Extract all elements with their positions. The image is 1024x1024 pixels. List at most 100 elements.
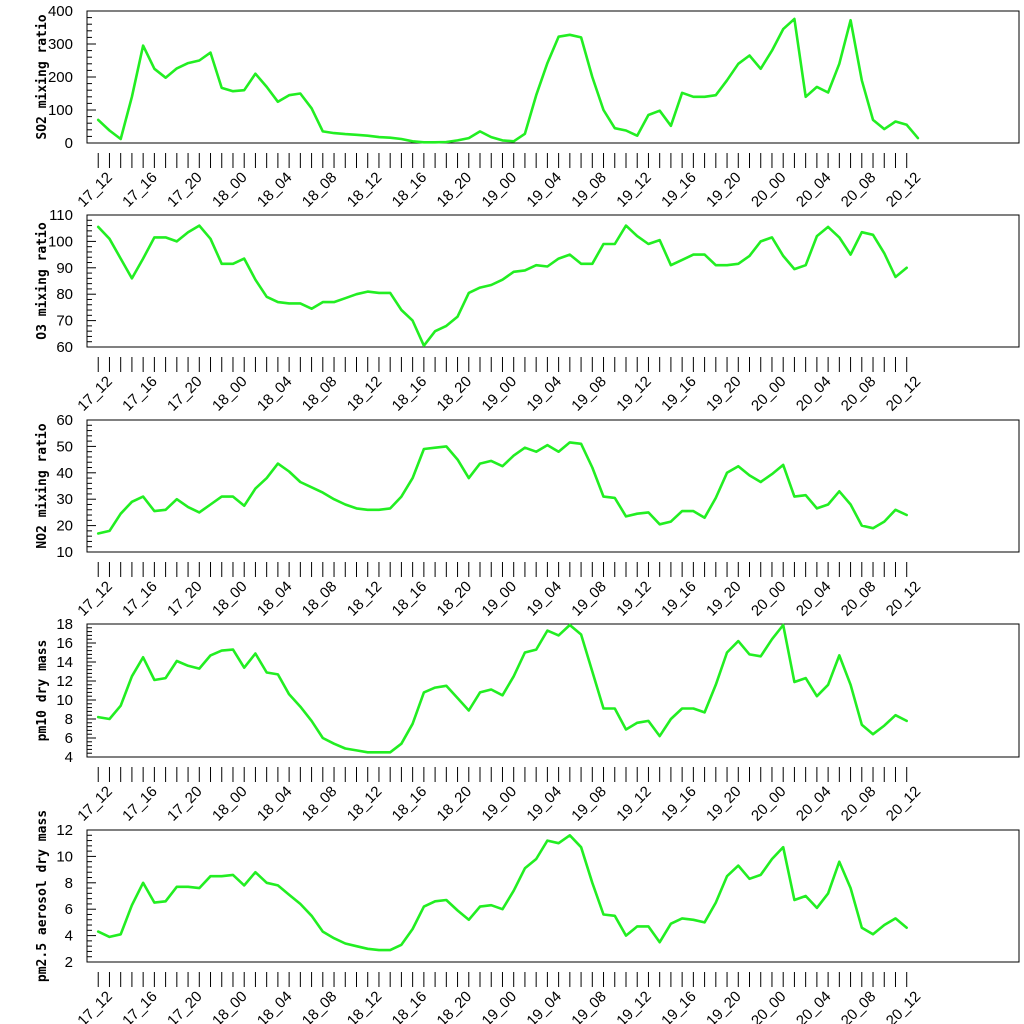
x-tick-label: 18_16: [389, 783, 431, 825]
series-line: [96, 441, 909, 535]
x-tick-label: 20_12: [883, 578, 925, 620]
x-tick-label: 17_20: [164, 988, 206, 1024]
x-tick-label: 18_12: [344, 373, 386, 415]
x-tick-label: 18_16: [389, 578, 431, 620]
x-tick-label: 20_00: [748, 988, 790, 1024]
x-tick-label: 19_20: [703, 373, 745, 415]
x-tick-label: 18_04: [254, 988, 296, 1024]
y-tick-label: 60: [56, 412, 73, 429]
y-tick-label: 90: [56, 260, 73, 277]
y-tick-label: 14: [56, 654, 73, 671]
x-tick-label: 18_00: [209, 783, 251, 825]
x-tick-label: 20_12: [883, 169, 925, 211]
x-tick-label: 19_04: [523, 373, 565, 415]
x-tick-label: 19_04: [523, 988, 565, 1024]
x-tick-label: 19_04: [523, 783, 565, 825]
x-tick-label: 19_08: [568, 373, 610, 415]
x-tick-label: 18_20: [434, 373, 476, 415]
series-line: [96, 224, 909, 348]
x-tick-label: 19_00: [479, 988, 521, 1024]
y-tick-label: 0: [65, 135, 73, 152]
x-tick-label: 17_12: [74, 169, 116, 211]
x-tick-label: 19_12: [613, 169, 655, 211]
x-tick-label: 17_16: [119, 373, 161, 415]
x-tick-label: 18_04: [254, 783, 296, 825]
x-tick-label: 19_20: [703, 578, 745, 620]
y-tick-label: 80: [56, 286, 73, 303]
x-tick-label: 19_00: [479, 373, 521, 415]
x-tick-label: 19_00: [479, 578, 521, 620]
x-tick-label: 20_04: [793, 169, 835, 211]
x-tick-label: 19_08: [568, 783, 610, 825]
x-tick-label: 19_04: [523, 578, 565, 620]
x-tick-label: 17_20: [164, 169, 206, 211]
x-tick-label: 20_00: [748, 578, 790, 620]
plot-frame: [86, 623, 1020, 758]
y-tick-label: 70: [56, 313, 73, 330]
y-axis-label: NO2 mixing ratio: [35, 423, 50, 548]
x-tick-label: 18_12: [344, 169, 386, 211]
y-tick-label: 8: [65, 875, 73, 892]
x-tick-label: 20_08: [838, 373, 880, 415]
x-tick-label: 18_20: [434, 169, 476, 211]
y-tick-label: 400: [48, 3, 73, 20]
x-tick-label: 20_04: [793, 988, 835, 1024]
x-tick-label: 18_20: [434, 783, 476, 825]
x-tick-label: 20_12: [883, 373, 925, 415]
chart-panel-5: 2 4 6 8 10 12 pm2.5 aerosol dry mass 17_12 17_16…: [35, 810, 1020, 1024]
x-tick-label: 18_16: [389, 169, 431, 211]
y-tick-label: 12: [56, 822, 73, 839]
x-tick-label: 19_12: [613, 578, 655, 620]
x-tick-label: 18_12: [344, 988, 386, 1024]
x-tick-label: 17_20: [164, 373, 206, 415]
x-tick-label: 18_08: [299, 373, 341, 415]
x-tick-label: 17_20: [164, 783, 206, 825]
x-tick-label: 17_12: [74, 578, 116, 620]
y-tick-label: 10: [56, 544, 73, 561]
series-line: [96, 17, 920, 144]
x-tick-label: 19_08: [568, 988, 610, 1024]
chart-panel-3: 10 20 30 40 50 60 NO2 mixing ratio 17_12 17_16 17…: [35, 412, 1020, 620]
x-tick-label: 18_00: [209, 169, 251, 211]
x-tick-label: 17_12: [74, 373, 116, 415]
x-tick-label: 18_12: [344, 783, 386, 825]
x-tick-label: 19_08: [568, 578, 610, 620]
y-tick-label: 110: [49, 207, 73, 224]
y-tick-label: 6: [65, 901, 73, 918]
series-line: [96, 833, 909, 952]
x-tick-label: 17_16: [119, 988, 161, 1024]
x-tick-label: 19_12: [613, 988, 655, 1024]
x-tick-label: 18_12: [344, 578, 386, 620]
x-tick-label: 19_20: [703, 169, 745, 211]
x-tick-label: 19_16: [658, 373, 700, 415]
chart-panel-4: 4 6 8 10 12 14 16 18 pm10 dry mass 17_12 17_16 17_2…: [35, 616, 1020, 825]
x-tick-label: 20_12: [883, 783, 925, 825]
y-tick-label: 100: [48, 102, 73, 119]
x-tick-label: 17_20: [164, 578, 206, 620]
x-tick-label: 18_20: [434, 578, 476, 620]
x-tick-label: 19_00: [479, 169, 521, 211]
x-tick-label: 20_08: [838, 578, 880, 620]
x-tick-label: 20_00: [748, 169, 790, 211]
x-tick-label: 20_00: [748, 783, 790, 825]
x-tick-label: 19_00: [479, 783, 521, 825]
x-tick-label: 19_20: [703, 783, 745, 825]
x-tick-label: 19_16: [658, 783, 700, 825]
y-axis-label: pm2.5 aerosol dry mass: [35, 810, 50, 982]
x-tick-label: 17_16: [119, 578, 161, 620]
x-tick-label: 18_08: [299, 988, 341, 1024]
x-tick-label: 17_16: [119, 783, 161, 825]
x-tick-label: 20_04: [793, 783, 835, 825]
x-tick-label: 17_12: [74, 783, 116, 825]
x-tick-label: 20_08: [838, 783, 880, 825]
x-tick-label: 17_12: [74, 988, 116, 1024]
x-tick-label: 18_04: [254, 373, 296, 415]
y-axis-label: SO2 mixing ratio: [35, 14, 50, 139]
x-tick-label: 18_00: [209, 988, 251, 1024]
x-tick-label: 20_08: [838, 169, 880, 211]
y-tick-label: 100: [48, 233, 73, 250]
x-tick-label: 19_16: [658, 169, 700, 211]
y-tick-label: 20: [56, 518, 73, 535]
